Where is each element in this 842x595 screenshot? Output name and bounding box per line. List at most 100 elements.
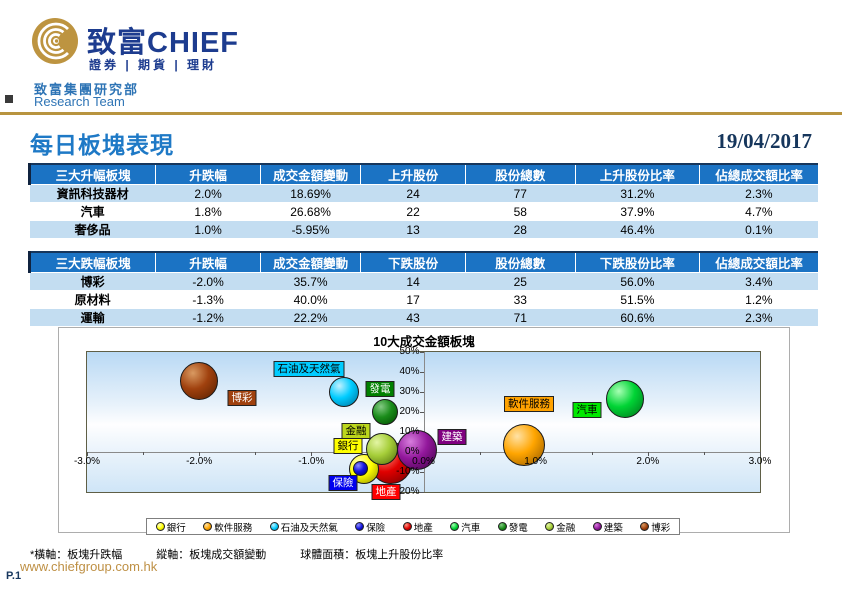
x-axis-tick-label: 0.0% xyxy=(412,456,435,467)
chart-bubble xyxy=(180,361,219,400)
column-header: 股份總數 xyxy=(465,164,576,185)
column-header: 佔總成交額比率 xyxy=(699,252,818,273)
x-axis-tick-label: -2.0% xyxy=(186,456,213,467)
y-axis-tick xyxy=(419,352,424,353)
legend-label: 銀行 xyxy=(166,522,186,534)
table-row: 運輸 -1.2% 22.2% 43 71 60.6% 2.3% xyxy=(29,308,818,326)
legend-marker-icon xyxy=(402,522,412,531)
legend-item: 建築 xyxy=(592,520,623,534)
table-cell: 13 xyxy=(406,222,420,237)
table-cell: 資訊科技器材 xyxy=(56,187,129,201)
legend-item: 博彩 xyxy=(640,520,670,534)
y-axis-tick-label: 50% xyxy=(399,346,420,357)
page-number: P.1 xyxy=(6,570,22,582)
table-cell: 1.0% xyxy=(194,222,222,237)
bubble-label: 保險 xyxy=(328,475,358,491)
bubble-label: 石油及天然氣 xyxy=(273,361,345,377)
y-axis-tick xyxy=(419,412,424,413)
top-gainers-table: 三大升幅板塊 升跌幅 成交金額變動 上升股份 股份總數 上升股份比率 佔總成交額比率 資訊科… xyxy=(27,163,818,238)
table-cell: 0.1% xyxy=(745,222,773,237)
table-cell: 18.69% xyxy=(290,186,331,201)
table-cell: 3.4% xyxy=(745,274,773,289)
table-cell: 汽車 xyxy=(80,205,105,219)
bubble-label: 地產 xyxy=(371,484,401,500)
footnote-y-axis: 縱軸：板塊成交額變動 xyxy=(156,549,267,561)
y-axis-tick-label: 40% xyxy=(399,366,420,377)
legend-marker-icon xyxy=(155,522,165,531)
table-cell: 博彩 xyxy=(80,275,105,289)
department-name-en: Research Team xyxy=(34,94,125,109)
y-axis-tick xyxy=(419,472,424,473)
table-cell: 1.8% xyxy=(194,204,222,219)
legend-item: 汽車 xyxy=(450,520,480,534)
table-cell: 60.6% xyxy=(620,310,655,325)
legend-marker-icon xyxy=(545,522,555,531)
legend-label: 石油及天然氣 xyxy=(280,522,338,534)
chart-bubble xyxy=(503,424,546,466)
table-row: 資訊科技器材 2.0% 18.69% 24 77 31.2% 2.3% xyxy=(29,184,818,203)
y-axis-tick xyxy=(419,372,424,373)
legend-label: 建築 xyxy=(603,522,623,534)
y-axis-tick-label: 30% xyxy=(399,386,420,397)
legend-item: 石油及天然氣 xyxy=(269,520,338,534)
legend-label: 地產 xyxy=(413,522,433,534)
y-axis-tick-label: 10% xyxy=(399,426,420,437)
table-cell: 24 xyxy=(406,186,420,201)
x-axis-tick-label: 3.0% xyxy=(748,456,772,467)
x-axis-tick-label: 1.0% xyxy=(524,456,548,467)
x-axis-tick-label: -1.0% xyxy=(298,456,325,467)
plot-area: -3.0% -2.0% -1.0% 0.0% 1.0% 2.0% 3.0% 50% 40% 30%… xyxy=(74,346,771,500)
legend-marker-icon xyxy=(592,522,602,531)
table-cell: 46.4% xyxy=(620,222,655,237)
x-axis-tick-label: 2.0% xyxy=(636,456,660,467)
bubble-label: 軟件服務 xyxy=(504,396,554,412)
chart-legend: 銀行 軟件服務 石油及天然氣 保險 地產 汽車 發電 金融 建築 博彩 xyxy=(146,518,680,535)
legend-marker-icon xyxy=(269,522,279,531)
bubble-label: 銀行 xyxy=(333,438,363,454)
x-axis-tick xyxy=(87,452,88,456)
table-cell: 35.7% xyxy=(293,274,328,289)
table-cell: 2.3% xyxy=(745,186,773,201)
column-header: 上升股份 xyxy=(360,164,466,185)
brand-name: 致富CHIEF xyxy=(87,27,240,59)
y-axis-tick-label: 20% xyxy=(399,406,420,417)
column-header: 三大跌幅板塊 xyxy=(27,252,157,273)
x-axis-tick xyxy=(760,452,761,456)
website-link[interactable]: www.chiefgroup.com.hk xyxy=(20,559,158,574)
page-title: 每日板塊表現 xyxy=(30,132,174,158)
bubble-label: 博彩 xyxy=(227,390,257,406)
table-cell: 17 xyxy=(406,292,420,307)
top-losers-table: 三大跌幅板塊 升跌幅 成交金額變動 下跌股份 股份總數 下跌股份比率 佔總成交額比率 博彩 -… xyxy=(27,251,818,326)
column-header: 佔總成交額比率 xyxy=(699,164,818,185)
table-cell: 22 xyxy=(406,204,420,219)
legend-item: 軟件服務 xyxy=(203,520,252,534)
x-axis-tick xyxy=(199,452,201,456)
table-cell: 22.2% xyxy=(293,310,328,325)
table-row: 奢侈品 1.0% -5.95% 13 28 46.4% 0.1% xyxy=(29,220,818,238)
legend-item: 發電 xyxy=(497,520,528,534)
bubble-label: 金融 xyxy=(341,423,371,439)
column-header: 升跌幅 xyxy=(155,252,262,273)
legend-item: 保險 xyxy=(355,520,385,534)
table-cell: 28 xyxy=(513,222,527,237)
table-header-row: 三大升幅板塊 升跌幅 成交金額變動 上升股份 股份總數 上升股份比率 佔總成交額比率 xyxy=(27,164,818,185)
legend-label: 保險 xyxy=(366,522,386,534)
chart-bubble xyxy=(353,460,369,476)
legend-label: 軟件服務 xyxy=(214,522,253,534)
table-cell: 1.2% xyxy=(745,292,773,307)
margin-marker xyxy=(5,95,13,103)
report-date: 19/04/2017 xyxy=(716,129,812,153)
table-cell: 4.7% xyxy=(745,204,773,219)
table-cell: 26.68% xyxy=(290,204,331,219)
chief-logo-icon xyxy=(32,18,78,64)
x-axis-tick xyxy=(143,452,145,455)
legend-marker-icon xyxy=(355,522,365,531)
department-name-cn: 致富集團研究部 xyxy=(34,82,140,97)
table-row: 原材料 -1.3% 40.0% 17 33 51.5% 1.2% xyxy=(29,290,818,309)
brand-tagline: 證券 | 期貨 | 理財 xyxy=(89,58,218,72)
legend-label: 博彩 xyxy=(651,522,671,534)
y-axis-tick xyxy=(419,392,424,393)
x-axis-tick xyxy=(703,452,705,455)
x-axis-tick-label: -3.0% xyxy=(73,456,101,467)
